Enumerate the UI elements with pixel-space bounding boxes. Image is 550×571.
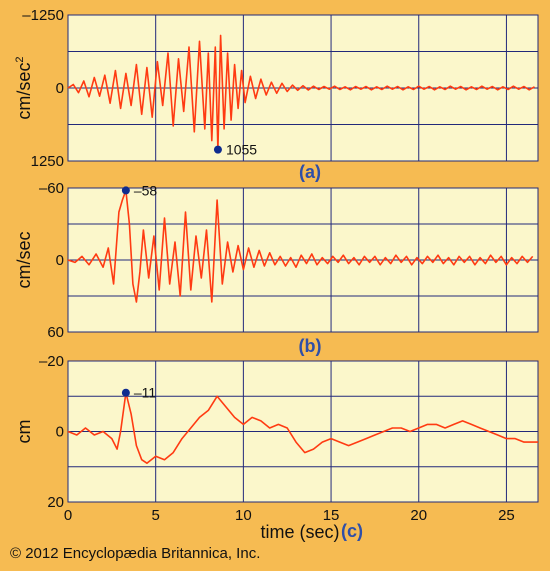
peak-marker	[121, 388, 130, 397]
y-axis-label-base: cm/sec	[14, 63, 34, 120]
peak-label: –11	[134, 385, 157, 401]
y-axis-label: cm	[14, 420, 34, 444]
y-tick-label: 60	[47, 324, 64, 341]
peak-label: –58	[134, 182, 158, 198]
y-axis-label-superscript: 2	[14, 56, 26, 62]
copyright-credit: © 2012 Encyclopædia Britannica, Inc.	[10, 545, 261, 562]
y-axis-label: cm/sec2	[14, 56, 34, 119]
data-trace	[67, 34, 535, 151]
y-tick-label: 0	[56, 424, 64, 441]
peak-label: 1055	[226, 142, 257, 158]
y-axis-label: cm/sec	[14, 231, 34, 288]
x-tick-label: 0	[64, 507, 72, 524]
panel-label: (c)	[341, 521, 363, 541]
data-trace	[67, 391, 538, 465]
chart-panel-1: –1250 0 1250 cm/sec2 1055 (a)	[14, 7, 539, 182]
panel-label: (a)	[299, 162, 321, 182]
y-tick-label: –1250	[22, 7, 64, 24]
y-tick-label: 20	[47, 494, 64, 511]
data-trace	[67, 189, 534, 303]
panel-label: (b)	[299, 336, 322, 356]
peak-marker	[121, 186, 130, 195]
peak-marker	[213, 145, 222, 154]
y-tick-label: 0	[56, 80, 64, 97]
chart-panel-2: –60 0 60 cm/sec –58 (b)	[14, 180, 539, 356]
x-tick-label: 10	[235, 507, 252, 524]
y-tick-label: –60	[39, 180, 64, 197]
y-tick-label: –20	[39, 353, 64, 370]
x-tick-label: 25	[498, 507, 515, 524]
x-tick-label: 5	[152, 507, 160, 524]
x-axis-label: time (sec)	[260, 522, 339, 542]
y-tick-label: 1250	[31, 153, 64, 170]
x-tick-label: 15	[323, 507, 340, 524]
y-tick-label: 0	[56, 252, 64, 269]
x-tick-label: 20	[410, 507, 427, 524]
